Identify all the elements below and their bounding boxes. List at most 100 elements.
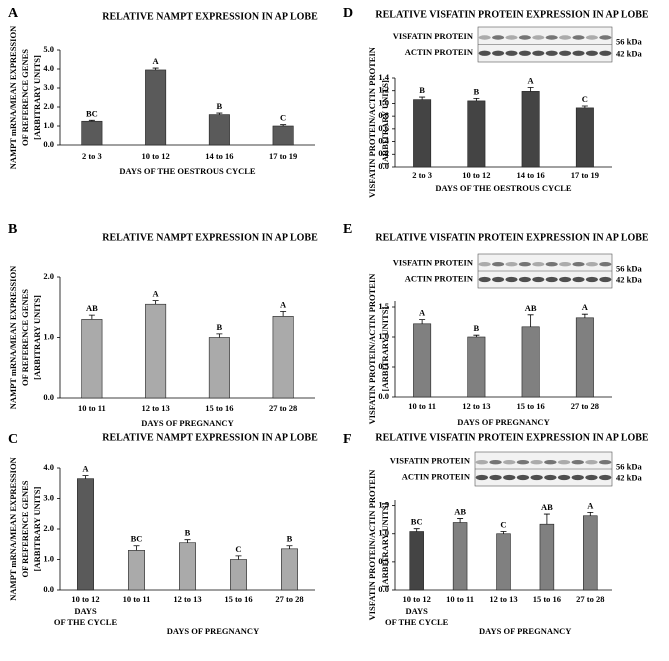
blot-band [516,474,530,481]
error-bar [88,314,95,320]
x-tick-label: 2 to 3 [412,170,432,180]
chart-title: RELATIVE VISFATIN PROTEIN EXPRESSION IN … [375,432,649,443]
error-bar [527,314,534,327]
y-tick-label: 2.0 [43,271,54,281]
blot-band [544,474,557,481]
x-tick-label: 10 to 12 [403,594,431,604]
bar [496,533,511,591]
blot-band [545,262,558,267]
y-tick-label: 0.0 [378,391,389,401]
significance-letter: A [528,75,535,85]
y-tick-label: 4.0 [43,63,54,73]
y-tick-label: 3.0 [43,492,54,502]
y-tick-label: 1.0 [378,331,389,341]
kda-label: 56 kDa [616,263,642,273]
blot-band [489,474,502,481]
significance-letter: AB [86,303,98,313]
significance-letter: A [582,302,589,312]
significance-letter: A [419,308,426,318]
error-bar [473,97,480,101]
x-group-label: DAYS [406,606,429,616]
bar [413,99,432,168]
blot-band [505,35,518,40]
y-tick-label: 0.0 [43,392,54,402]
bar [467,336,486,398]
x-tick-label: 15 to 16 [533,594,561,604]
blot-band [545,50,558,56]
error-bar [152,67,159,70]
blot-band [585,50,598,56]
x-axis-label: DAYS OF THE OESTROUS CYCLE [119,166,256,176]
bar [208,337,230,399]
blot-band [503,460,516,465]
blot-band [516,460,530,465]
kda-label: 42 kDa [616,472,642,482]
blot-band [572,50,585,56]
error-bar [280,311,287,317]
y-axis-label: OF REFERENCE GENES [20,49,30,146]
bar [452,522,468,591]
y-tick-label: 0.2 [378,148,389,158]
bar [81,120,103,146]
significance-letter: A [82,464,89,474]
blot-band [599,35,612,40]
x-tick-label: 2 to 3 [82,151,102,161]
blot-band [557,474,571,481]
blot-band [518,262,531,267]
error-bar [473,334,480,337]
blot-band [503,474,516,481]
y-tick-label: 0.8 [378,110,389,120]
error-bar [216,333,223,338]
x-group-label: DAYS [74,606,97,616]
blot-band [572,35,585,40]
x-tick-label: 12 to 13 [141,403,169,413]
blot-band [585,276,598,283]
error-bar [543,513,550,525]
y-axis-label: [ARBITRARY UNITS] [32,295,42,380]
chart-title: RELATIVE VISFATIN PROTEIN EXPRESSION IN … [375,9,649,20]
blot-label: ACTIN PROTEIN [402,471,471,481]
blot-band [598,474,612,481]
bar [272,316,294,399]
y-axis-label: NAMPT mRNA/MEAN EXPRESSION [8,265,18,409]
x-tick-label: 15 to 16 [516,401,544,411]
y-axis-label: [ARBITRARY UNITS] [32,55,42,140]
x-tick-label: 12 to 13 [489,594,517,604]
x-group-label: DAYS OF PREGNANCY [167,626,259,636]
blot-band [518,276,531,283]
blot-band [505,262,518,267]
bar [409,531,424,591]
y-axis-label: VISFATIN PROTEIN/ACTIN PROTEIN [367,273,377,425]
significance-letter: B [217,101,223,111]
error-bar [419,319,426,324]
blot-band [585,35,598,40]
blot-band [492,276,505,283]
blot-band [585,474,598,481]
blot-band [530,460,543,465]
error-bar [152,300,159,305]
significance-letter: B [217,322,223,332]
blot-band [518,35,531,40]
bar [575,317,594,398]
x-tick-label: 27 to 28 [275,594,303,604]
significance-letter: A [153,56,160,66]
significance-letter: B [419,85,425,95]
blot-band [505,50,518,56]
y-axis-label: OF REFERENCE GENES [20,480,30,577]
blot-band [559,262,572,267]
error-bar [184,539,191,543]
blot-band [557,460,571,465]
y-tick-label: 0.0 [378,584,389,594]
y-tick-label: 0.4 [378,136,389,146]
x-tick-label: 10 to 11 [446,594,474,604]
y-axis-label: VISFATIN PROTEIN/ACTIN PROTEIN [367,469,377,621]
blot-band [532,50,545,56]
bar [179,542,196,591]
blot-band [545,35,558,40]
kda-label: 42 kDa [616,274,642,284]
x-axis-label: DAYS OF PREGNANCY [457,417,549,427]
y-axis-label: [ARBITRARY UNITS] [380,503,390,588]
bar [521,326,540,398]
y-tick-label: 2.0 [43,101,54,111]
